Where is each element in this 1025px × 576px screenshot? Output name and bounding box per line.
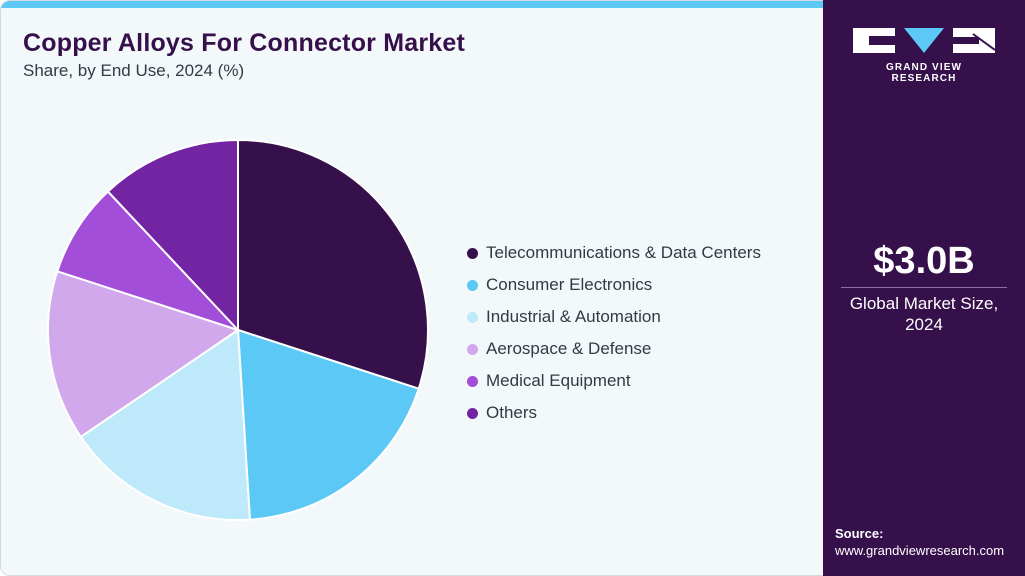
legend-item: Telecommunications & Data Centers <box>467 237 761 269</box>
brand-logo: GRAND VIEW RESEARCH <box>853 28 996 84</box>
pie-slice-consumer-electronics <box>236 328 420 521</box>
legend-swatch <box>467 375 478 387</box>
pie-chart <box>47 138 429 521</box>
market-size-label: Global Market Size, 2024 <box>849 294 999 334</box>
legend-label: Consumer Electronics <box>486 275 653 294</box>
legend-item: Others <box>467 397 761 429</box>
legend-item: Medical Equipment <box>467 365 761 397</box>
legend-item: Consumer Electronics <box>467 269 761 301</box>
legend-label: Medical Equipment <box>486 371 631 390</box>
source-title: Source: <box>835 526 884 541</box>
top-accent-bar <box>1 1 824 8</box>
pie-slice-others <box>106 138 239 333</box>
divider <box>841 287 1007 288</box>
legend-item: Aerospace & Defense <box>467 333 761 365</box>
sidebar-panel: GRAND VIEW RESEARCH $3.0B Global Market … <box>823 0 1025 576</box>
legend-label: Aerospace & Defense <box>486 339 652 358</box>
legend-swatch <box>467 311 478 323</box>
legend-swatch <box>467 407 478 419</box>
legend-swatch <box>467 343 478 355</box>
pie-slice-aerospace-defense <box>47 270 241 439</box>
pie-slice-medical-equipment <box>56 190 239 331</box>
legend-label: Others <box>486 403 538 422</box>
legend-item: Industrial & Automation <box>467 301 761 333</box>
legend-label: Telecommunications & Data Centers <box>486 243 761 262</box>
chart-title: Copper Alloys For Connector Market <box>23 29 466 57</box>
chart-legend: Telecommunications & Data Centers Consume… <box>467 237 761 429</box>
legend-label: Industrial & Automation <box>486 307 661 326</box>
chart-subtitle: Share, by End Use, 2024 (%) <box>23 61 245 80</box>
brand-name: GRAND VIEW RESEARCH <box>886 62 962 84</box>
legend-swatch <box>467 247 478 259</box>
pie-slice-telecommunications-data-centers <box>237 138 429 390</box>
market-size-value: $3.0B <box>873 240 975 282</box>
legend-swatch <box>467 279 478 291</box>
source-link[interactable]: www.grandviewresearch.com <box>835 543 1005 558</box>
pie-slice-industrial-automation <box>79 328 251 521</box>
grand-view-research-logo-icon <box>853 28 996 53</box>
